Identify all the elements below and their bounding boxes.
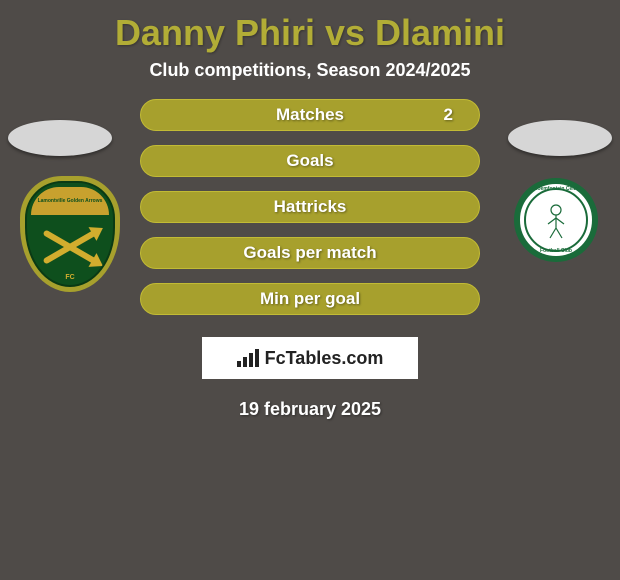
stat-row-goals-per-match: Goals per match [140, 237, 480, 269]
stat-label: Hattricks [274, 197, 347, 217]
fctables-watermark: FcTables.com [202, 337, 418, 379]
chart-icon [237, 349, 259, 367]
stat-row-hattricks: Hattricks [140, 191, 480, 223]
subtitle: Club competitions, Season 2024/2025 [0, 60, 620, 81]
stat-row-matches: Matches 2 [140, 99, 480, 131]
fctables-label: FcTables.com [265, 348, 384, 369]
player-photo-placeholder-left [8, 120, 112, 156]
shield-icon: Lamontville Golden Arrows FC [20, 176, 120, 292]
club-badge-right-subtitle: Football Club [520, 248, 592, 254]
club-badge-left-name: Lamontville Golden Arrows [31, 198, 109, 204]
stat-label: Min per goal [260, 289, 360, 309]
player-photo-placeholder-right [508, 120, 612, 156]
stat-row-goals: Goals [140, 145, 480, 177]
date-label: 19 february 2025 [0, 399, 620, 420]
stat-label: Matches [276, 105, 344, 125]
page-title: Danny Phiri vs Dlamini [0, 0, 620, 60]
celtic-figure-icon [536, 200, 576, 240]
stat-value-right: 2 [444, 105, 453, 125]
club-badge-right: Bloemfontein Celtic Football Club [514, 178, 598, 262]
stat-row-min-per-goal: Min per goal [140, 283, 480, 315]
arrows-icon [40, 217, 100, 277]
club-badge-left: Lamontville Golden Arrows FC [20, 176, 120, 292]
stat-label: Goals per match [243, 243, 376, 263]
celtic-icon: Bloemfontein Celtic Football Club [514, 178, 598, 262]
stats-container: Matches 2 Goals Hattricks Goals per matc… [140, 99, 480, 315]
club-badge-right-name: Bloemfontein Celtic [520, 186, 592, 192]
club-badge-left-abbrev: FC [65, 274, 74, 281]
stat-label: Goals [286, 151, 333, 171]
club-badge-left-topband: Lamontville Golden Arrows [31, 187, 109, 215]
